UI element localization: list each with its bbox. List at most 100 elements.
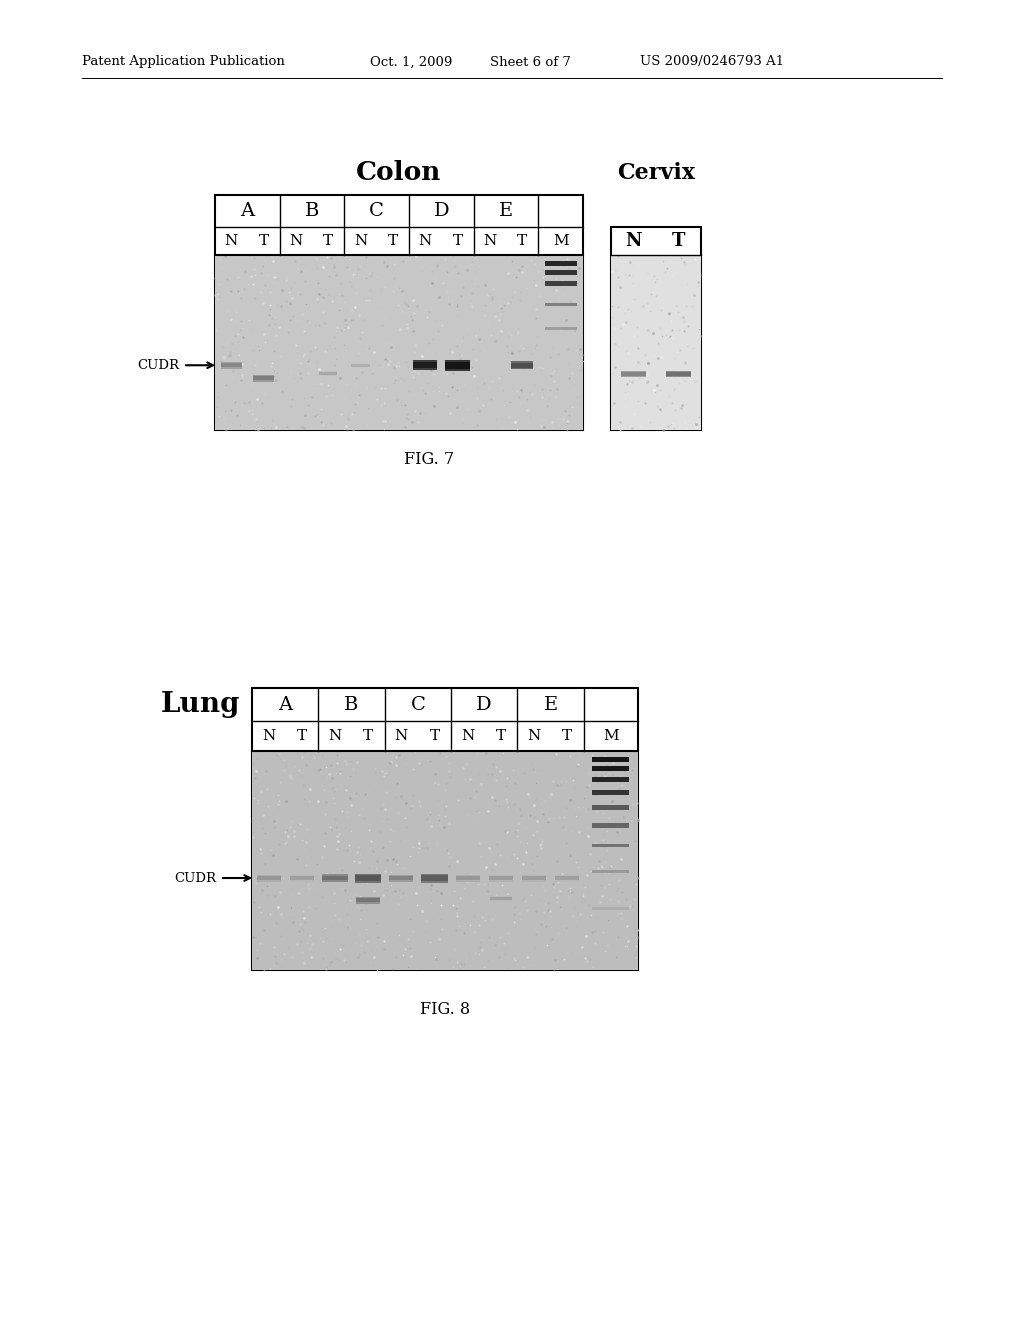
Text: B: B (305, 202, 319, 220)
Bar (666, 372, 691, 376)
Bar (522, 875, 546, 882)
Bar (511, 362, 534, 370)
Bar (389, 876, 414, 880)
Bar (215, 195, 583, 430)
Text: US 2009/0246793 A1: US 2009/0246793 A1 (640, 55, 784, 69)
Text: N: N (419, 234, 432, 248)
Text: T: T (496, 729, 506, 743)
Text: T: T (364, 729, 373, 743)
Bar (545, 281, 577, 285)
Bar (490, 896, 512, 899)
Bar (253, 375, 273, 381)
Bar (252, 688, 638, 970)
Bar (253, 376, 273, 380)
Text: A: A (241, 202, 254, 220)
Bar (257, 876, 281, 880)
Text: A: A (279, 696, 292, 714)
Text: Lung: Lung (161, 690, 240, 718)
Text: E: E (544, 696, 558, 714)
Bar (421, 875, 447, 880)
Text: CUDR: CUDR (174, 871, 216, 884)
Bar (355, 875, 381, 880)
Bar (356, 898, 380, 902)
Bar (351, 364, 370, 367)
Text: N: N (394, 729, 408, 743)
Bar (290, 875, 313, 882)
Bar (593, 758, 630, 762)
Bar (488, 875, 513, 882)
Text: E: E (499, 202, 513, 220)
Text: T: T (388, 234, 398, 248)
Text: N: N (483, 234, 497, 248)
Bar (593, 791, 630, 795)
Text: T: T (324, 234, 333, 248)
Bar (252, 751, 638, 970)
Text: Patent Application Publication: Patent Application Publication (82, 55, 285, 69)
Bar (593, 822, 630, 828)
Bar (593, 777, 630, 781)
Text: N: N (329, 729, 342, 743)
Bar (421, 874, 447, 883)
Bar (555, 875, 580, 882)
Text: C: C (411, 696, 425, 714)
Bar (593, 843, 630, 846)
Text: D: D (476, 696, 492, 714)
Text: N: N (527, 729, 541, 743)
Bar (319, 371, 337, 376)
Text: T: T (258, 234, 268, 248)
Text: Oct. 1, 2009: Oct. 1, 2009 (370, 55, 453, 69)
Text: T: T (562, 729, 572, 743)
Bar (322, 875, 348, 880)
Bar (593, 805, 630, 810)
Bar (351, 363, 370, 368)
Bar (319, 372, 337, 375)
Text: CUDR: CUDR (137, 359, 179, 372)
Bar (413, 362, 437, 368)
Text: C: C (370, 202, 384, 220)
Bar (456, 875, 479, 882)
Bar (490, 895, 512, 900)
Text: T: T (453, 234, 463, 248)
Bar (611, 227, 701, 430)
Bar (488, 876, 513, 880)
Bar (522, 876, 546, 880)
Text: M: M (553, 234, 568, 248)
Bar (511, 363, 534, 368)
Bar (215, 255, 583, 430)
Bar (611, 255, 701, 430)
Text: N: N (461, 729, 474, 743)
Bar (456, 876, 479, 880)
Text: N: N (626, 232, 642, 249)
Bar (221, 363, 242, 367)
Bar (389, 875, 414, 882)
Text: M: M (603, 729, 618, 743)
Bar (666, 371, 691, 378)
Text: T: T (429, 729, 439, 743)
Bar (555, 876, 580, 880)
Text: N: N (289, 234, 302, 248)
Bar (445, 362, 470, 368)
Bar (545, 271, 577, 275)
Text: Cervix: Cervix (617, 162, 695, 183)
Text: N: N (354, 234, 368, 248)
Bar (621, 372, 646, 376)
Bar (593, 907, 630, 911)
Bar (545, 302, 577, 305)
Text: D: D (433, 202, 450, 220)
Text: N: N (224, 234, 238, 248)
Text: Colon: Colon (356, 161, 441, 186)
Text: N: N (262, 729, 275, 743)
Bar (445, 360, 470, 371)
Bar (356, 896, 380, 903)
Text: T: T (297, 729, 307, 743)
Bar (257, 875, 281, 882)
Text: T: T (517, 234, 527, 248)
Bar (545, 327, 577, 330)
Bar (322, 874, 348, 882)
Bar (413, 360, 437, 370)
Text: Sheet 6 of 7: Sheet 6 of 7 (490, 55, 570, 69)
Text: FIG. 8: FIG. 8 (420, 1002, 470, 1019)
Text: FIG. 7: FIG. 7 (403, 451, 454, 469)
Bar (290, 876, 313, 880)
Bar (621, 371, 646, 378)
